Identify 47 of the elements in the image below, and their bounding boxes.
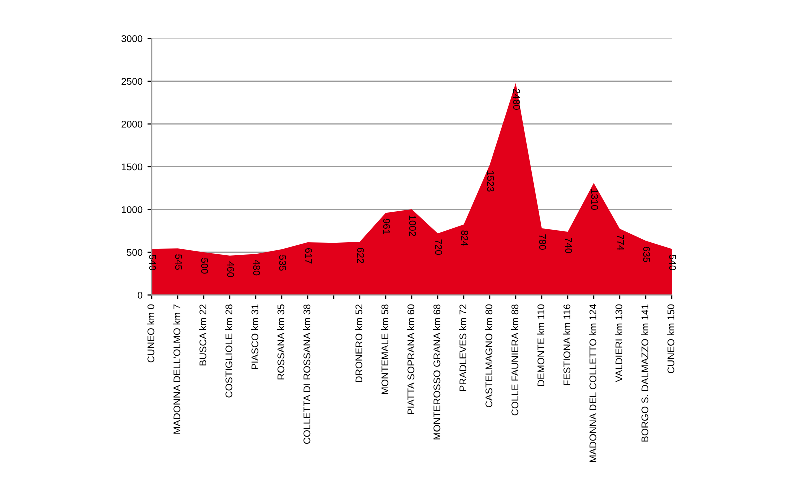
x-tick-label: BORGO S. DALMAZZO km 141 — [641, 304, 649, 442]
data-label: 1310 — [591, 190, 598, 210]
data-label: 961 — [383, 219, 390, 234]
data-label: 617 — [305, 248, 312, 264]
data-label: 480 — [253, 260, 260, 276]
x-tick-label: PIASCO km 31 — [251, 304, 259, 370]
x-tick-label: DRONERO km 52 — [355, 304, 363, 382]
y-tick-label: 2500 — [122, 78, 143, 86]
y-tick-label: 3000 — [122, 35, 143, 42]
data-label: 1002 — [409, 216, 416, 236]
x-tick-label: CUNEO km 0 — [147, 304, 155, 363]
data-label: 540 — [149, 255, 156, 270]
data-label: 2480 — [513, 89, 520, 110]
data-label: 545 — [175, 254, 182, 270]
data-label: 622 — [357, 248, 364, 264]
x-tick-label: MONTEMALE km 58 — [381, 304, 389, 394]
x-tick-label: PRADLEVES km 72 — [459, 304, 467, 392]
x-tick-label: MADONNA DEL COLLETTO km 124 — [589, 304, 597, 462]
x-tick-label: MADONNA DELL'OLMO km 7 — [173, 304, 181, 434]
data-label: 540 — [669, 255, 676, 270]
x-tick-label: BUSCA km 22 — [199, 304, 207, 366]
x-tick-label: VALDIERI km 130 — [615, 304, 623, 382]
data-label: 740 — [565, 238, 572, 254]
x-tick-label: CUNEO km 150 — [667, 304, 675, 374]
y-tick-label: 1500 — [122, 164, 143, 171]
data-label: 460 — [227, 262, 234, 278]
x-tick-label: FESTIONA km 116 — [563, 304, 571, 386]
data-label: 824 — [461, 230, 468, 246]
y-tick-label: 1000 — [122, 206, 143, 214]
data-label: 1523 — [487, 171, 494, 192]
data-label: 774 — [617, 235, 624, 251]
x-tick-label: COLLETTA DI ROSSANA km 38 — [303, 304, 311, 444]
y-tick-label: 2000 — [122, 120, 143, 128]
data-label: 720 — [435, 240, 442, 256]
y-tick-label: 0 — [138, 292, 143, 299]
data-label: 500 — [201, 258, 208, 274]
data-label: 780 — [539, 234, 546, 250]
x-tick-label: DEMONTE km 110 — [537, 304, 545, 386]
x-tick-label: MONTEROSSO GRANA km 68 — [433, 304, 441, 440]
x-tick-label: COSTIGLIOLE km 28 — [225, 304, 233, 398]
data-label: 535 — [279, 255, 286, 271]
x-tick-label: CASTELMAGNO km 80 — [485, 304, 493, 408]
data-label: 635 — [643, 246, 650, 262]
y-tick-label: 500 — [127, 249, 143, 256]
x-tick-label: COLLE FAUNIERA km 88 — [511, 304, 519, 416]
x-tick-label: PIATTA SOPRANA km 60 — [407, 304, 415, 414]
x-tick-label: ROSSANA km 35 — [277, 304, 285, 380]
